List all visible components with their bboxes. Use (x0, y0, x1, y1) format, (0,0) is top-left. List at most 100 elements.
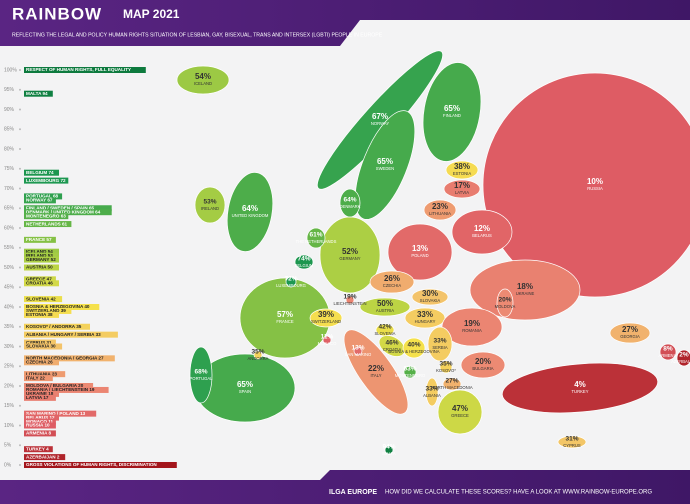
country-score: 13% (412, 244, 428, 253)
legend-swatch (24, 414, 59, 421)
country-name: BELARUS (472, 233, 492, 238)
country-name: MONACO (318, 341, 338, 346)
scale-label: 80% (4, 146, 15, 152)
legend-entry: IRELAND 53 (26, 253, 53, 258)
country-name: LUXEMBOURG (276, 283, 306, 288)
country-name: ROMANIA (462, 328, 482, 333)
country-score: 38% (454, 162, 470, 171)
legend-entry: NORWAY 67 (26, 198, 53, 203)
country-name: UNITED KINGDOM (232, 213, 269, 218)
legend: 100% 95% 90% 85% 80% 75% 70% 65% 60% 55% 50% 45% 40%… (4, 67, 177, 468)
legend-entry: KOSOVO* / ANDORRA 35 (26, 324, 82, 329)
scale-label: 30% (4, 344, 15, 350)
legend-entry: DENMARK / UNITED KINGDOM 64 (26, 209, 101, 214)
legend-entry: SLOVAKIA 30 (26, 344, 56, 349)
legend-entry: MOLDOVA / BULGARIA 20 (26, 383, 84, 388)
scale-tick (19, 148, 21, 150)
subtitle: REFLECTING THE LEGAL AND POLICY HUMAN RI… (12, 32, 383, 38)
scale-tick (19, 444, 21, 447)
scale-label: 15% (4, 403, 15, 409)
country (423, 199, 457, 221)
country (176, 65, 230, 95)
scale-tick (19, 306, 21, 308)
country-name: ANDORRA (248, 356, 269, 361)
country (189, 346, 213, 404)
country-name: ICELAND (194, 81, 212, 86)
scale-label: 75% (4, 166, 15, 172)
country-name: CZECHIA (383, 283, 402, 288)
country-score: 72% (284, 276, 297, 283)
country (359, 297, 411, 317)
country-name: ARMENIA (658, 353, 677, 358)
country-name: AUSTRIA (376, 308, 394, 313)
legend-entry: ESTONIA 38 (26, 312, 53, 317)
country (306, 227, 326, 249)
scale-tick (19, 325, 21, 328)
country-score: 65% (237, 380, 253, 389)
country-name: GEORGIA (620, 334, 640, 339)
legend-swatch (24, 209, 112, 216)
country-name: BELGIUM (295, 263, 314, 268)
scale-label: 25% (4, 364, 15, 370)
country (194, 186, 226, 224)
country-score: 19% (343, 294, 356, 301)
country-name: BULGARIA (472, 366, 493, 371)
country-name: POLAND (411, 253, 428, 258)
legend-entry: SWITZERLAND 39 (26, 308, 66, 313)
legend-swatch (24, 454, 66, 461)
legend-entry: ARMENIA 8 (26, 431, 52, 436)
legend-swatch (24, 331, 118, 338)
country (501, 362, 659, 414)
legend-swatch (24, 383, 94, 389)
legend-swatch (24, 418, 56, 425)
legend-entry: ALBANIA / HUNGARY / SERBIA 33 (26, 332, 101, 337)
country-score: 20% (475, 357, 491, 366)
legend-entry: LUXEMBOURG 72 (26, 178, 66, 183)
legend-entry: GERMANY 52 (26, 257, 56, 262)
country (482, 72, 690, 298)
legend-swatch (24, 394, 56, 401)
country (384, 445, 394, 455)
legend-entry: NORTH MACEDONIA / GEORGIA 27 (26, 356, 104, 361)
legend-entry: MALTA 94 (26, 91, 48, 96)
country-name: SPAIN (239, 389, 251, 394)
legend-swatch (24, 386, 109, 393)
legend-swatch (24, 355, 115, 362)
legend-swatch (24, 264, 59, 271)
country-score: 53% (203, 199, 216, 206)
legend-entry: NETHERLANDS 61 (26, 221, 68, 226)
country (439, 360, 453, 374)
country-score: 2% (679, 352, 689, 359)
scale-label: 35% (4, 324, 15, 330)
country-score: 68% (194, 369, 207, 376)
country (387, 223, 453, 281)
legend-swatch (24, 307, 72, 314)
country-name: LATVIA (455, 190, 469, 195)
country-score: 64% (242, 204, 258, 213)
country-name: RUSSIA (587, 186, 603, 191)
legend-swatch (24, 462, 177, 468)
legend-swatch (24, 343, 63, 350)
country-score: 20% (498, 297, 511, 304)
legend-swatch (24, 193, 63, 200)
country (442, 377, 462, 391)
legend-entry: CYPRUS 31 (26, 340, 52, 345)
country-name: DENMARK (340, 204, 361, 209)
country-score: 50% (377, 299, 393, 308)
country-score: 13% (351, 345, 364, 352)
country (557, 435, 587, 449)
country-score: 33% (417, 310, 433, 319)
legend-entry: BELARUS 12 (26, 415, 55, 420)
country-score: 54% (195, 72, 211, 81)
country-score: 47% (452, 404, 468, 413)
scale-label: 95% (4, 87, 15, 93)
scale-label: 70% (4, 186, 15, 192)
legend-entry: RUSSIA 10 (26, 423, 50, 428)
country-name: ESTONIA (453, 171, 472, 176)
country-name: NORTH MACEDONIA (431, 385, 473, 390)
country-name: MOLDOVA (495, 304, 516, 309)
legend-entry: TURKEY 4 (26, 446, 49, 451)
scale-tick (19, 345, 21, 348)
scale-label: 10% (4, 423, 15, 429)
